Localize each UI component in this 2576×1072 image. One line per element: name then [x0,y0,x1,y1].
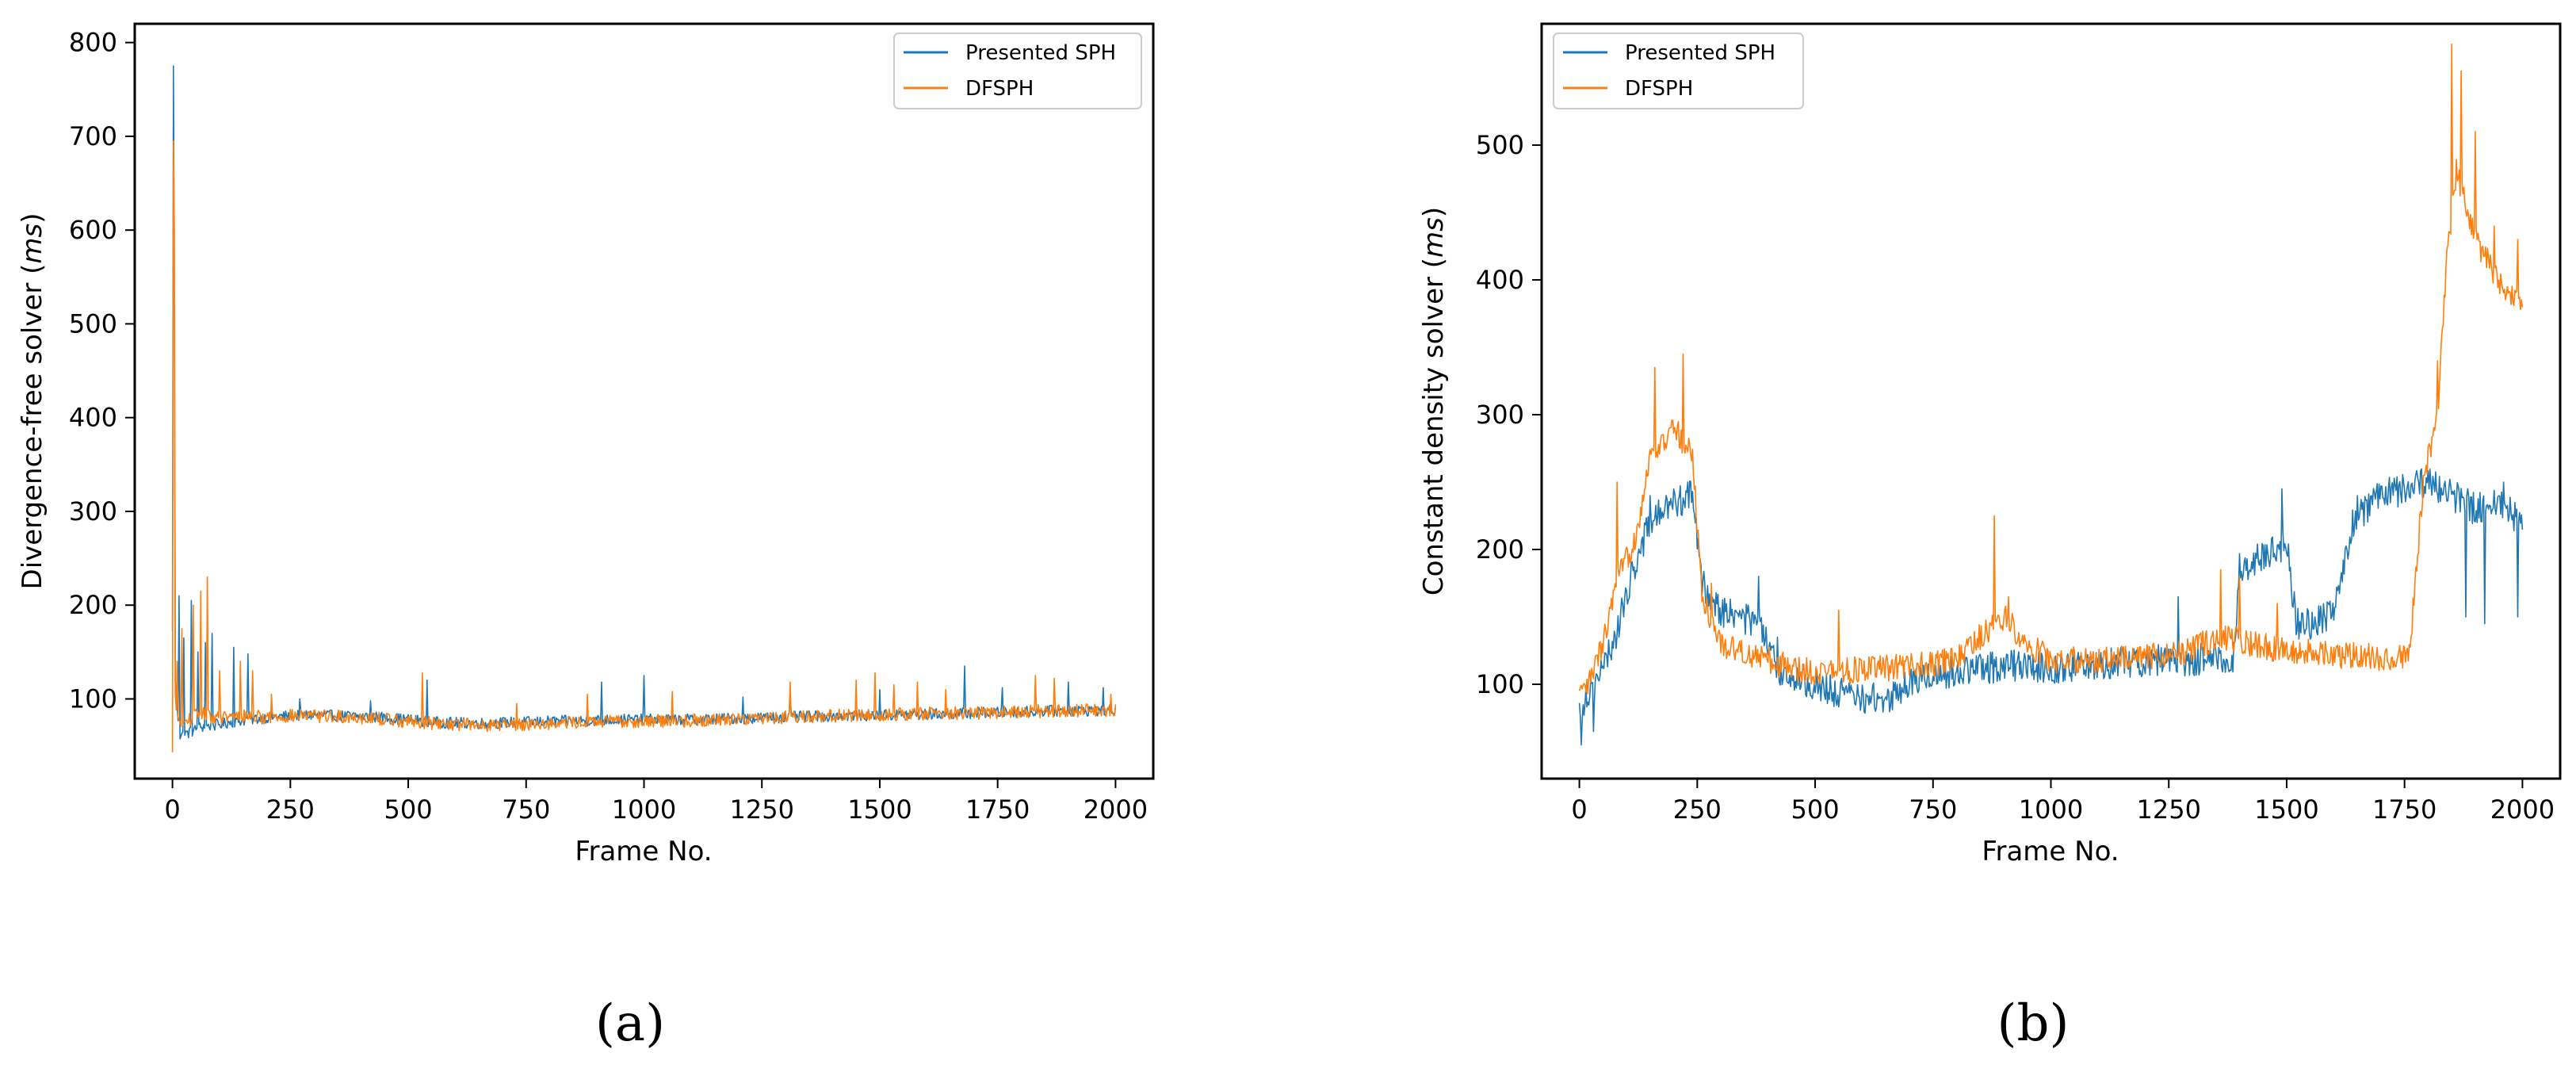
caption-a: (a) [595,994,665,1053]
x-ticks-b: 0 250 500 750 1000 1250 1500 1750 2000 [1571,779,2555,825]
x-tick-label: 1750 [2372,794,2436,825]
series-line-dfsph-b [1578,43,2524,695]
legend-label-dfsph-b: DFSPH [1625,77,1693,101]
x-tick-label: 0 [1571,794,1587,825]
x-tick-label: 500 [384,794,433,825]
y-tick-label: 200 [1476,534,1524,565]
series-line-dfsph-a [171,140,1117,752]
y-ticks-a: 100 200 300 400 500 600 700 800 [69,28,135,714]
x-tick-label: 1000 [2019,794,2083,825]
x-tick-label: 0 [164,794,180,825]
series-line-presented-sph-a [171,65,1117,740]
plot-area-a [171,65,1117,752]
y-tick-label: 100 [1476,669,1524,699]
caption-b: (b) [1997,994,2070,1053]
x-ticks-a: 0 250 500 750 1000 1250 1500 1750 2000 [164,779,1148,825]
x-tick-label: 500 [1791,794,1840,825]
y-ticks-b: 100 200 300 400 500 [1476,130,1542,699]
panel-b: 0 250 500 750 1000 1250 1500 1750 2000 100 200 300… [1418,22,2562,1053]
legend-label-dfsph-a: DFSPH [965,77,1034,101]
x-tick-label: 1250 [730,794,794,825]
x-tick-label: 2000 [1084,794,1148,825]
y-tick-label: 100 [69,683,117,714]
axes-frame-b [1540,22,2562,780]
series-line-presented-sph-b [1578,468,2524,746]
panel-a: 0 250 500 750 1000 1250 1500 1750 2000 100 200 300… [17,22,1155,1053]
y-axis-label-a: Divergence-free solver (ms) [17,213,48,590]
x-tick-label: 1500 [2254,794,2318,825]
y-tick-label: 300 [69,496,117,526]
legend-label-presented-a: Presented SPH [965,41,1116,65]
axes-frame-a [133,22,1155,780]
legend-a: Presented SPH DFSPH [893,33,1142,109]
y-tick-label: 600 [69,215,117,245]
y-tick-label: 500 [69,308,117,339]
y-tick-label: 400 [69,403,117,433]
x-tick-label: 2000 [2490,794,2555,825]
y-tick-label: 800 [69,28,117,58]
y-tick-label: 200 [69,590,117,620]
x-tick-label: 750 [502,794,550,825]
y-tick-label: 400 [1476,265,1524,295]
legend-box-b [1553,33,1804,109]
x-tick-label: 1000 [612,794,676,825]
legend-box-a [893,33,1142,109]
plot-area-b [1578,43,2524,746]
y-tick-label: 700 [69,121,117,151]
y-tick-label: 300 [1476,400,1524,430]
x-tick-label: 250 [1673,794,1722,825]
legend-label-presented-b: Presented SPH [1625,41,1775,65]
x-tick-label: 1250 [2137,794,2201,825]
x-tick-label: 750 [1909,794,1957,825]
x-axis-label-a: Frame No. [575,836,712,867]
x-tick-label: 1500 [847,794,912,825]
legend-b: Presented SPH DFSPH [1553,33,1804,109]
y-axis-label-b: Constant density solver (ms) [1418,207,1450,595]
x-axis-label-b: Frame No. [1982,836,2119,867]
x-tick-label: 250 [266,794,315,825]
x-tick-label: 1750 [965,794,1030,825]
y-tick-label: 500 [1476,130,1524,160]
